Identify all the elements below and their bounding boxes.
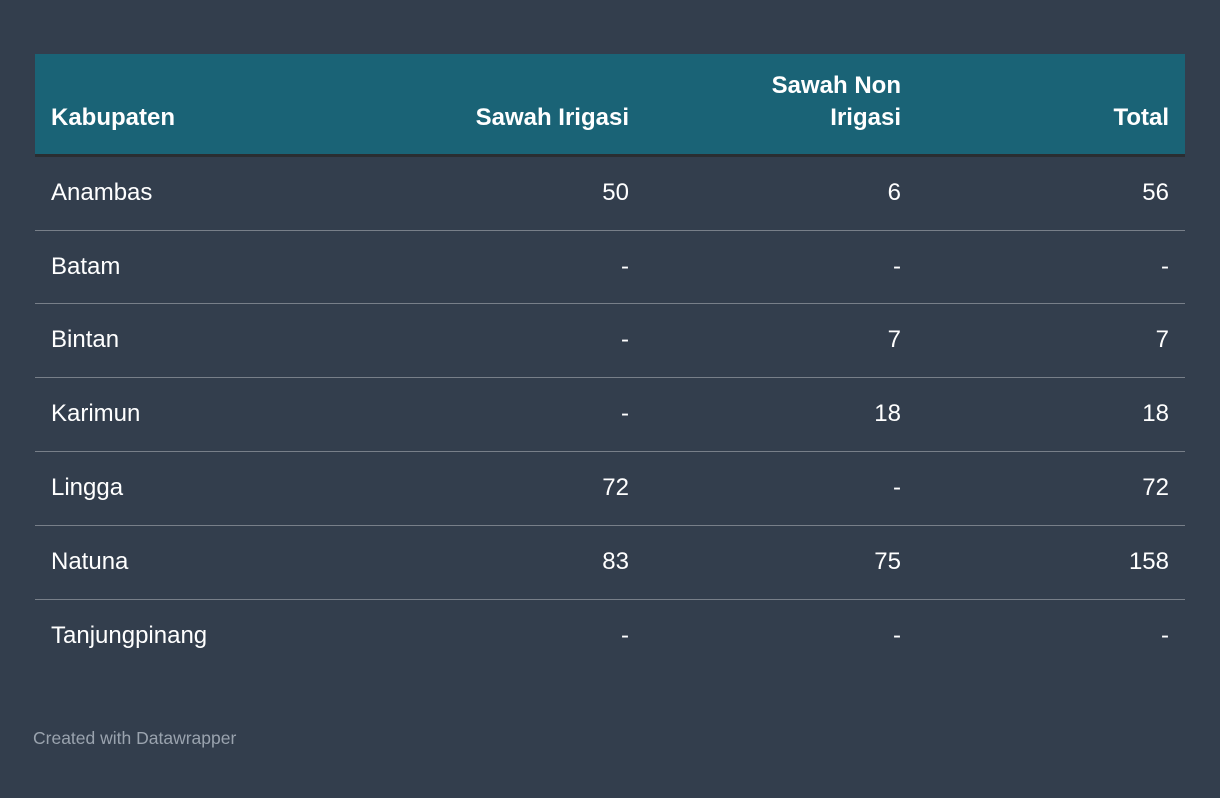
header-row: Kabupaten Sawah Irigasi Sawah Non Irigas… <box>35 54 1185 157</box>
table-row: Batam - - - <box>35 230 1185 304</box>
table-body: Anambas 50 6 56 Batam - - - Bintan - 7 7 Karimun - 18 1… <box>35 155 1185 672</box>
table-header: Kabupaten Sawah Irigasi Sawah Non Irigas… <box>35 54 1185 157</box>
value-cell: 72 <box>602 473 629 501</box>
column-header-kabupaten: Kabupaten <box>35 54 355 157</box>
row-label-cell: Batam <box>51 252 121 280</box>
value-cell: - <box>621 621 629 649</box>
value-cell: 18 <box>874 400 901 428</box>
table-row: Anambas 50 6 56 <box>35 155 1185 230</box>
row-label-cell: Bintan <box>51 326 120 354</box>
value-cell: 18 <box>1142 400 1169 428</box>
table-row: Lingga 72 - 72 <box>35 451 1185 525</box>
value-cell: 56 <box>1142 178 1169 206</box>
row-label-cell: Anambas <box>51 178 153 206</box>
value-cell: 6 <box>887 178 901 206</box>
value-cell: - <box>1161 252 1169 280</box>
value-cell: - <box>893 252 901 280</box>
value-cell: 50 <box>602 178 629 206</box>
value-cell: - <box>893 621 901 649</box>
column-header-total: Total <box>917 54 1185 157</box>
kabupaten-table: Kabupaten Sawah Irigasi Sawah Non Irigas… <box>35 54 1185 672</box>
table-row: Natuna 83 75 158 <box>35 525 1185 599</box>
value-cell: 72 <box>1142 473 1169 501</box>
column-header-sawah-non-irigasi: Sawah Non Irigasi <box>645 54 917 157</box>
row-label-cell: Natuna <box>51 547 129 575</box>
value-cell: 75 <box>874 547 901 575</box>
table-row: Karimun - 18 18 <box>35 377 1185 452</box>
column-header-sawah-non-irigasi-label: Sawah Non Irigasi <box>771 72 901 132</box>
value-cell: - <box>621 252 629 280</box>
datawrapper-credit-link[interactable]: Created with Datawrapper <box>33 728 237 748</box>
value-cell: - <box>893 473 901 501</box>
table-row: Bintan - 7 7 <box>35 303 1185 378</box>
value-cell: 7 <box>1155 326 1169 354</box>
data-table-container: Kabupaten Sawah Irigasi Sawah Non Irigas… <box>35 54 1185 672</box>
value-cell: 158 <box>1128 547 1169 575</box>
column-header-sawah-irigasi: Sawah Irigasi <box>355 54 645 157</box>
value-cell: - <box>621 326 629 354</box>
row-label-cell: Tanjungpinang <box>51 621 208 649</box>
value-cell: - <box>1161 621 1169 649</box>
value-cell: - <box>621 400 629 428</box>
table-row: Tanjungpinang - - - <box>35 599 1185 672</box>
row-label-cell: Lingga <box>51 473 124 501</box>
value-cell: 83 <box>602 547 629 575</box>
row-label-cell: Karimun <box>51 400 141 428</box>
value-cell: 7 <box>887 326 901 354</box>
